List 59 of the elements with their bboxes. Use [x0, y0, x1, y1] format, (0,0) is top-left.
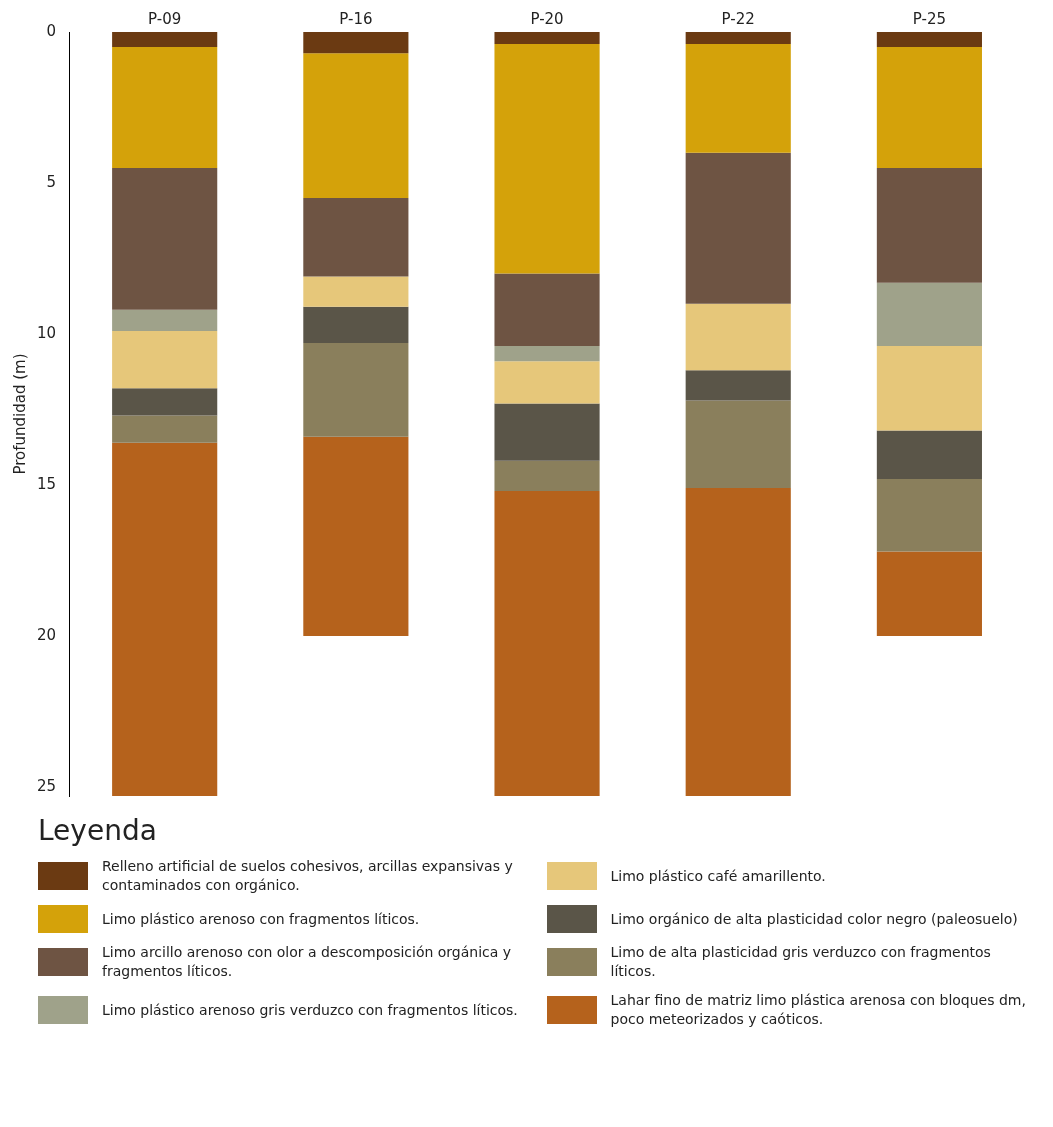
bar	[303, 198, 409, 277]
bar	[685, 44, 791, 153]
bar	[494, 460, 600, 491]
legend-title: Leyenda	[38, 814, 158, 847]
bar	[494, 273, 600, 347]
bar	[112, 32, 218, 48]
bar	[494, 361, 600, 404]
x-tick-label: P-22	[721, 9, 755, 28]
bar	[876, 430, 982, 479]
y-tick-label: 0	[46, 21, 57, 40]
bar	[303, 32, 409, 54]
bar	[685, 152, 791, 304]
bar	[303, 276, 409, 307]
bar	[303, 306, 409, 344]
bar	[494, 44, 600, 274]
x-tick-label: P-25	[912, 9, 947, 28]
bar	[876, 551, 982, 636]
bar	[112, 330, 218, 389]
y-tick-label: 5	[46, 172, 57, 191]
bar	[876, 47, 982, 168]
legend-label: Limo plástico café amarillento.	[610, 866, 826, 886]
bar	[685, 303, 791, 371]
legend-label: Limo plástico arenoso con fragmentos líticos.	[102, 909, 420, 929]
bar	[685, 370, 791, 401]
bar	[494, 32, 600, 45]
bar	[112, 167, 218, 310]
legend-label: Limo arcillo arenoso con olor a descomposición orgánica y fragmentos líticos.	[102, 943, 513, 981]
x-tick-label: P-16	[339, 9, 373, 28]
bar	[876, 282, 982, 347]
bar	[876, 346, 982, 431]
y-tick-label: 20	[36, 625, 57, 644]
bar	[303, 343, 409, 437]
bar	[685, 487, 791, 796]
bar	[685, 400, 791, 488]
legend-label: Lahar fino de matriz limo plástica arenosa con bloques dm, poco meteorizados y caóticos.	[610, 991, 1027, 1029]
bar	[112, 309, 218, 331]
bar	[112, 47, 218, 168]
y-axis-title: Profundidad (m)	[10, 353, 29, 475]
bar	[494, 491, 600, 796]
y-tick-label: 25	[36, 776, 57, 795]
y-tick-label: 10	[36, 323, 57, 342]
bar	[876, 167, 982, 283]
bar	[303, 53, 409, 199]
bar	[876, 478, 982, 552]
bar	[112, 415, 218, 443]
bar	[303, 436, 409, 636]
x-tick-label: P-09	[148, 9, 182, 28]
bar	[494, 346, 600, 362]
legend-label: Limo orgánico de alta plasticidad color negro (paleosuelo)	[610, 909, 1018, 929]
legend-label: Limo de alta plasticidad gris verduzco con fragmentos líticos.	[610, 943, 992, 981]
bar	[112, 442, 218, 796]
y-tick-label: 15	[36, 474, 57, 493]
legend-label: Relleno artificial de suelos cohesivos, arcillas expansivas y contaminados con orgánico.	[102, 857, 514, 895]
bar	[876, 32, 982, 48]
bar	[685, 32, 791, 45]
legend-label: Limo plástico arenoso gris verduzco con fragmentos líticos.	[102, 1000, 518, 1020]
x-tick-label: P-20	[530, 9, 564, 28]
bar	[112, 388, 218, 416]
bar	[494, 403, 600, 461]
